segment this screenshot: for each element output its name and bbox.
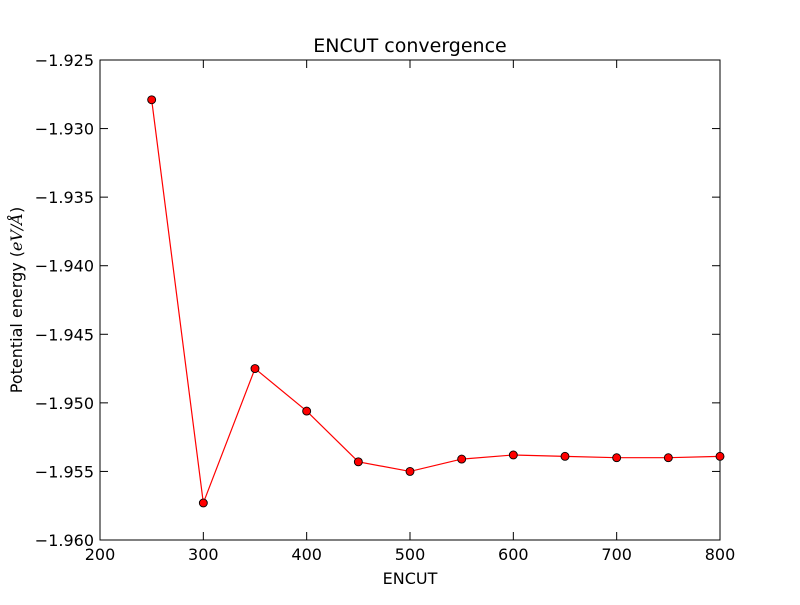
series-line xyxy=(151,99,721,504)
y-tick-label: −1.955 xyxy=(35,462,94,481)
x-axis-label: ENCUT xyxy=(383,569,438,588)
data-point xyxy=(508,450,518,460)
y-tick-label: −1.935 xyxy=(35,188,94,207)
x-tick-label: 400 xyxy=(291,545,322,564)
y-tick-label: −1.950 xyxy=(35,394,94,413)
y-tick-label: −1.925 xyxy=(35,51,94,70)
data-point xyxy=(457,454,467,464)
data-point xyxy=(560,451,570,461)
y-tick-label: −1.930 xyxy=(35,120,94,139)
data-point xyxy=(302,406,312,416)
x-tick-label: 500 xyxy=(395,545,426,564)
y-tick-label: −1.940 xyxy=(35,257,94,276)
y-tick-label: −1.945 xyxy=(35,325,94,344)
data-point xyxy=(405,466,415,476)
data-point xyxy=(715,451,725,461)
y-axis-label-prefix: Potential energy ( xyxy=(7,251,26,393)
x-tick-label: 300 xyxy=(188,545,219,564)
plot-area: 200 300 400 500 600 700 800 −1.925 −1.930 −1.935 −… xyxy=(35,51,735,564)
chart-title: ENCUT convergence xyxy=(313,35,507,57)
y-axis-label-unit: eV/Å xyxy=(6,213,26,251)
y-axis-label-suffix: ) xyxy=(7,207,26,213)
data-point xyxy=(663,453,673,463)
data-point xyxy=(612,453,622,463)
y-tick-label: −1.960 xyxy=(35,531,94,550)
x-tick-label: 200 xyxy=(85,545,116,564)
data-point xyxy=(353,457,363,467)
data-point xyxy=(147,95,157,105)
data-point xyxy=(250,364,260,374)
y-axis-label: Potential energy (eV/Å) xyxy=(6,207,26,393)
x-tick-label: 600 xyxy=(498,545,529,564)
data-point xyxy=(198,498,208,508)
x-tick-label: 700 xyxy=(601,545,632,564)
x-tick-label: 800 xyxy=(705,545,736,564)
